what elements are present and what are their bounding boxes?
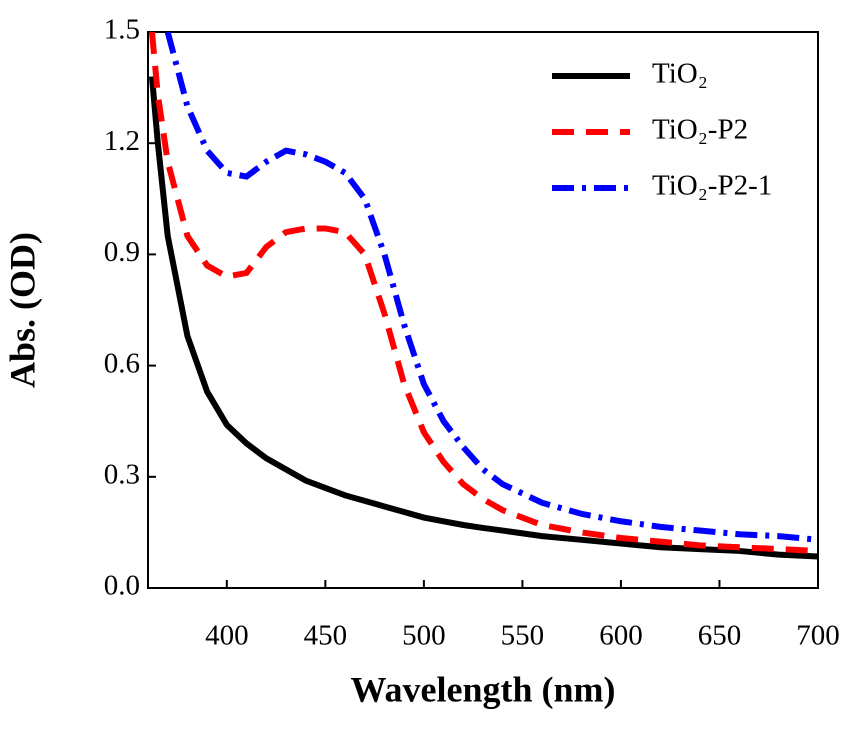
- plot-lines: [148, 32, 818, 560]
- series-line: [148, 76, 818, 560]
- y-tick-label: 0.0: [104, 570, 140, 602]
- y-tick-label: 0.9: [104, 236, 140, 268]
- plot-frame: [147, 31, 819, 589]
- series-line: [148, 32, 818, 554]
- y-tick-label: 1.2: [104, 125, 140, 157]
- x-tick-label: 600: [599, 620, 643, 652]
- legend-label: TiO₂-P2: [652, 114, 748, 146]
- series-line: [164, 32, 818, 543]
- legend-label: TiO₂-P2-1: [652, 170, 772, 202]
- legend-label: TiO₂: [652, 58, 708, 90]
- y-tick-label: 0.6: [104, 347, 140, 379]
- x-tick-label: 700: [796, 620, 840, 652]
- y-tick-label: 0.3: [104, 458, 140, 490]
- x-tick-label: 550: [501, 620, 545, 652]
- x-tick-label: 400: [205, 620, 249, 652]
- x-tick-label: 500: [402, 620, 446, 652]
- y-tick-label: 1.5: [104, 14, 140, 46]
- x-axis-label: Wavelength (nm): [351, 669, 616, 709]
- x-tick-label: 450: [304, 620, 348, 652]
- y-axis-label: Abs. (OD): [2, 232, 42, 388]
- x-tick-label: 650: [698, 620, 742, 652]
